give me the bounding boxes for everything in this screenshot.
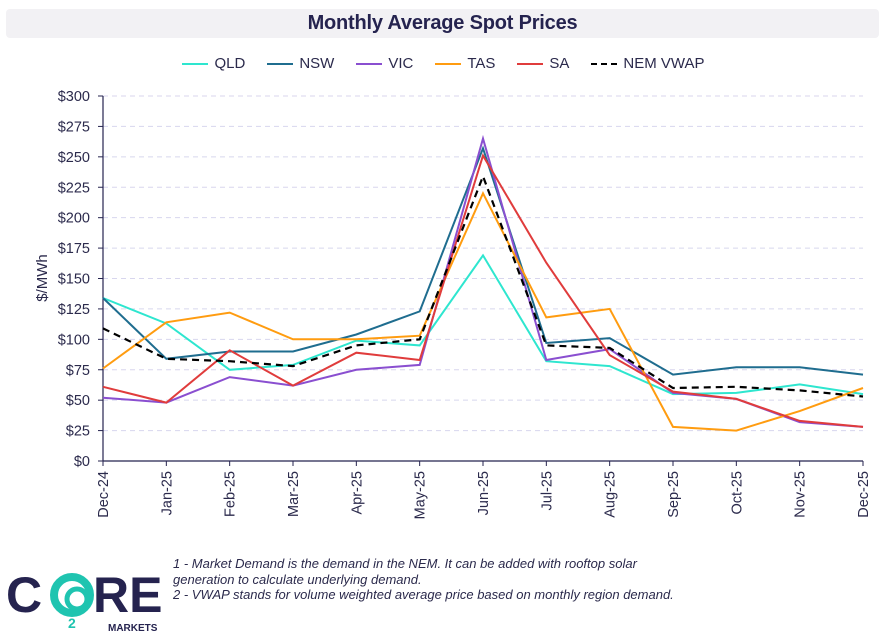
y-tick-label: $75 — [66, 363, 90, 379]
x-axis: Dec-24 Jan-25 Feb-25 Mar-25 Apr-25 May-25 Jun-… — [96, 460, 872, 519]
series-line-nsw — [102, 145, 864, 376]
x-tick-label: Oct-25 — [729, 471, 745, 515]
logo-letter-c: C — [6, 567, 42, 623]
legend-swatch — [591, 62, 618, 65]
legend-item-sa[interactable]: SA — [517, 55, 569, 72]
y-tick-label: $275 — [58, 119, 90, 135]
x-tick-label: Dec-24 — [96, 471, 112, 518]
legend-label: SA — [549, 55, 570, 72]
legend-swatch — [435, 62, 462, 65]
legend-swatch — [267, 62, 294, 65]
x-tick-label: May-25 — [413, 471, 429, 519]
logo-subscript: 2 — [68, 615, 76, 631]
y-tick-label: $150 — [58, 272, 90, 288]
chart-title-bar: Monthly Average Spot Prices — [6, 9, 879, 38]
chart-legend: QLD NSW VIC TAS SA NEM VWAP — [0, 55, 887, 72]
legend-label: NEM VWAP — [623, 55, 705, 72]
y-tick-label: $175 — [58, 241, 90, 257]
series-line-vic — [102, 134, 864, 428]
x-tick-label: Jun-25 — [476, 471, 492, 515]
legend-item-tas[interactable]: TAS — [435, 55, 495, 72]
series-line-nem-vwap — [102, 173, 864, 398]
footnote-2: 2 - VWAP stands for volume weighted aver… — [173, 587, 674, 602]
y-tick-label: $250 — [58, 150, 90, 166]
chart-title: Monthly Average Spot Prices — [307, 12, 578, 34]
legend-item-nem-vwap[interactable]: NEM VWAP — [591, 55, 705, 72]
legend-item-vic[interactable]: VIC — [356, 55, 413, 72]
series-lines — [102, 134, 864, 432]
legend-swatch — [356, 62, 383, 65]
footnote-1: 1 - Market Demand is the demand in the N… — [173, 556, 637, 571]
legend-label: TAS — [467, 55, 496, 72]
x-tick-label: Nov-25 — [793, 471, 809, 518]
x-tick-label: Mar-25 — [286, 471, 302, 517]
x-tick-label: Apr-25 — [349, 471, 365, 515]
legend-item-qld[interactable]: QLD — [182, 55, 245, 72]
legend-label: QLD — [214, 55, 246, 72]
y-tick-label: $50 — [66, 393, 90, 409]
x-tick-label: Jan-25 — [159, 471, 175, 515]
legend-item-nsw[interactable]: NSW — [267, 55, 334, 72]
y-tick-label: $0 — [74, 454, 90, 470]
series-line-tas — [102, 190, 864, 432]
logo-tagline: MARKETS — [108, 623, 158, 634]
y-tick-label: $100 — [58, 332, 90, 348]
footnotes: 1 - Market Demand is the demand in the N… — [173, 556, 674, 603]
x-tick-label: Jul-25 — [539, 471, 555, 511]
y-tick-label: $225 — [58, 180, 90, 196]
y-tick-label: $200 — [58, 211, 90, 227]
legend-label: NSW — [299, 55, 335, 72]
x-tick-label: Feb-25 — [223, 471, 239, 517]
y-tick-label: $25 — [66, 424, 90, 440]
footnote-1-cont: generation to calculate underlying deman… — [173, 571, 422, 587]
legend-label: VIC — [388, 55, 414, 72]
y-axis: $0 $25 $50 $75 $100 $125 $150 $175 $200 $225 $250 $… — [58, 89, 104, 470]
x-tick-label: Aug-25 — [603, 471, 619, 518]
logo-letters-re: RE — [93, 567, 162, 623]
y-axis-label: $/MWh — [34, 254, 51, 302]
core-markets-logo: C 2 RE MARKETS — [6, 564, 166, 634]
logo-o-ring-icon — [50, 573, 94, 617]
logo-o-inner-ring-icon — [64, 586, 90, 612]
x-tick-label: Dec-25 — [856, 471, 872, 518]
legend-swatch — [517, 62, 544, 65]
line-chart: $0 $25 $50 $75 $100 $125 $150 $175 $200 $225 $250 $… — [34, 89, 872, 519]
series-line-qld — [102, 253, 864, 396]
y-tick-label: $125 — [58, 302, 90, 318]
y-tick-label: $300 — [58, 89, 90, 105]
x-tick-label: Sep-25 — [666, 471, 682, 518]
legend-swatch — [182, 62, 209, 65]
series-line-sa — [102, 153, 864, 428]
